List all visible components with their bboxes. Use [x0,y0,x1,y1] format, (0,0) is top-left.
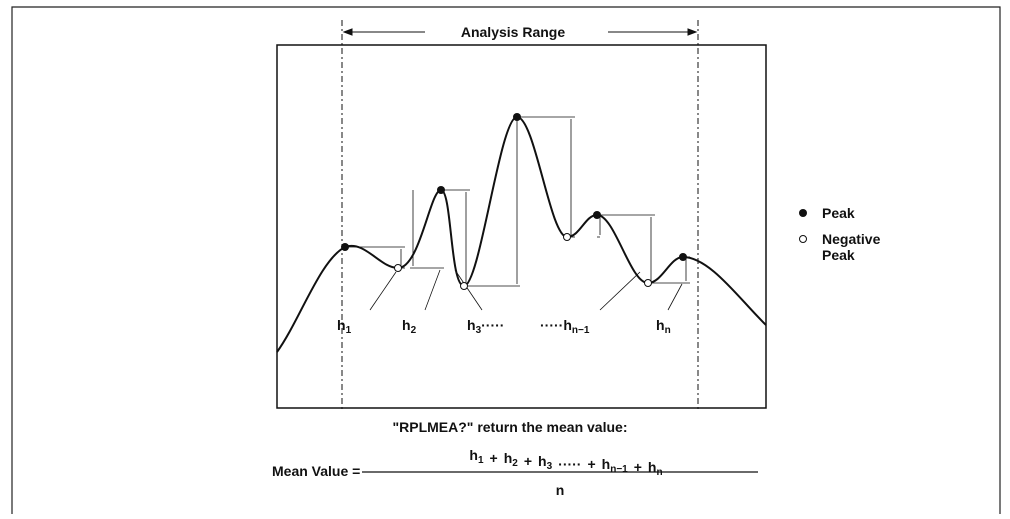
term: h [469,447,478,463]
term: h [656,317,665,333]
term-group: h1 [469,447,484,466]
sub: 2 [411,325,417,336]
term: h [538,453,547,469]
sub: 3 [547,461,553,472]
legend-neg: Negative [822,231,881,247]
negative-peaks [394,233,652,290]
sub: n−1 [572,325,590,336]
dots: ····· [481,317,504,333]
operator: + [524,453,532,469]
height-label: h1 [337,317,352,336]
sub: n−1 [610,464,628,475]
term: h [467,317,476,333]
term: h [563,317,572,333]
measure-lines [345,116,690,311]
height-label: ·····hn−1 [540,317,590,336]
legend-neg: Peak [822,247,855,263]
sub: 1 [478,455,484,466]
sub: n [665,325,671,336]
operator: + [490,450,498,466]
term: h [337,317,346,333]
sub: n [656,467,662,478]
term-group: hn−1 [602,456,629,475]
caption: "RPLMEA?" return the mean value: [393,419,628,435]
height-label: h2 [402,317,417,336]
height-label: hn [656,317,671,336]
operator: + [634,459,642,475]
plot-box [276,44,767,409]
term-group: hn [648,459,663,478]
denominator: n [556,482,565,498]
sub: 1 [346,325,352,336]
term: h [402,317,411,333]
term-group: h2 [504,450,519,469]
range-arrow [342,28,698,36]
term-group: h3 [538,453,553,472]
curve [276,115,767,353]
legend-peak: Peak [822,205,855,221]
operator: + [587,456,595,472]
peaks [341,113,687,261]
term: h [602,456,611,472]
term: h [504,450,513,466]
numerator: h1 + h2 + h3 ····· + hn−1 + hn [469,447,662,478]
term: h [648,459,657,475]
legend-neg-dot [799,235,807,243]
range-label: Analysis Range [461,24,565,40]
dots: ····· [540,317,563,333]
legend-peak-dot [799,209,807,217]
sub: 3 [476,325,482,336]
frame [11,6,1001,514]
formula-lhs: Mean Value = [272,463,360,479]
height-label: h3····· [467,317,504,336]
spacer: ····· [481,317,504,333]
sub: 2 [512,458,518,469]
operator: ····· [558,456,581,472]
